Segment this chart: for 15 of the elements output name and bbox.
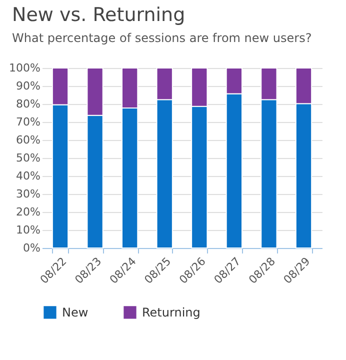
y-tick-label: 30% <box>16 188 40 200</box>
y-tick-label: 90% <box>16 80 40 92</box>
y-tick-label: 0% <box>23 242 40 254</box>
legend-label: Returning <box>142 305 200 320</box>
chart-title: New vs. Returning <box>12 4 186 26</box>
legend-label: New <box>62 305 88 320</box>
y-tick-label: 100% <box>9 62 40 74</box>
y-tick-label: 20% <box>16 206 40 218</box>
y-tick-label: 70% <box>16 116 40 128</box>
y-tick-label: 80% <box>16 98 40 110</box>
y-tick-label: 40% <box>16 170 40 182</box>
y-tick-label: 50% <box>16 152 40 164</box>
chart-subtitle: What percentage of sessions are from new users? <box>12 31 312 45</box>
y-tick-label: 10% <box>16 224 40 236</box>
y-tick-label: 60% <box>16 134 40 146</box>
